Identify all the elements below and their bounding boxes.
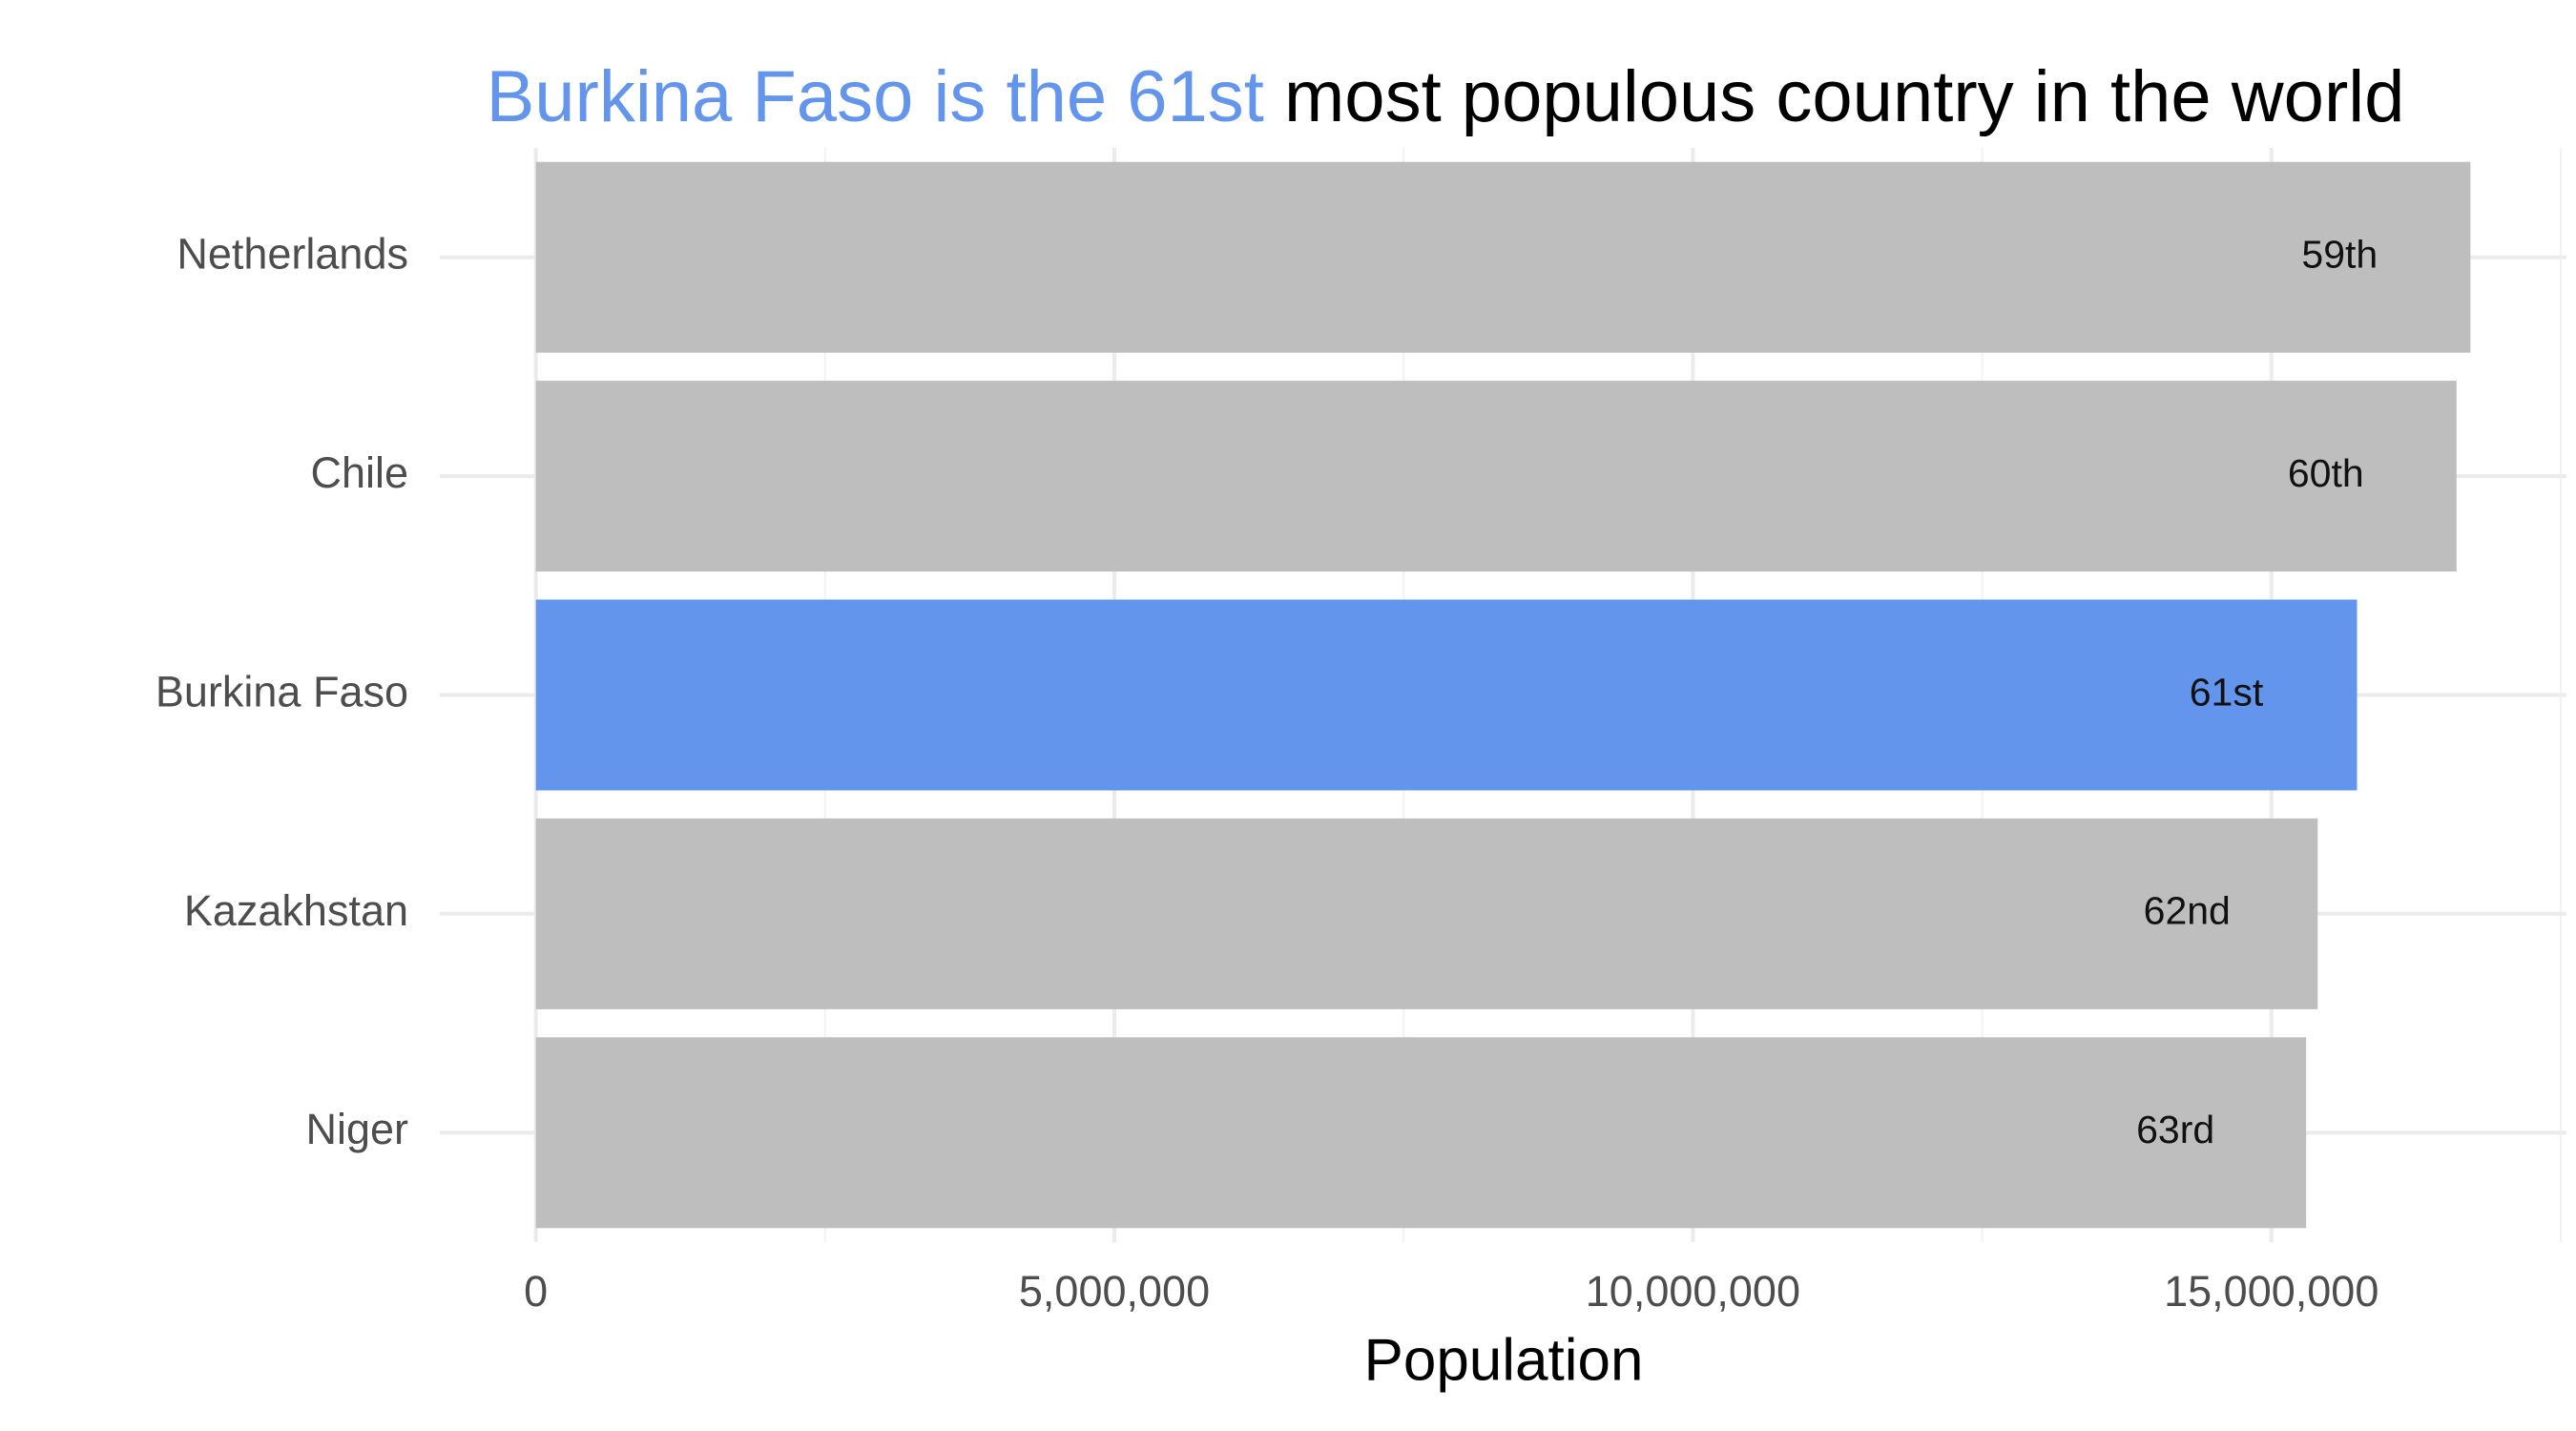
y-tick-label: Niger: [305, 1105, 408, 1153]
bar: [535, 381, 2457, 572]
x-tick-label: 15,000,000: [2164, 1267, 2379, 1316]
y-tick-label: Netherlands: [177, 230, 408, 279]
rank-label: 60th: [2288, 451, 2364, 495]
title-rest: most populous country in the world: [1284, 56, 2404, 137]
x-tick-label: 5,000,000: [1019, 1267, 1210, 1316]
x-tick-label: 10,000,000: [1586, 1267, 1800, 1316]
x-axis-title: Population: [1363, 1327, 1643, 1393]
rank-label: 63rd: [2136, 1108, 2214, 1151]
x-tick-label: 0: [524, 1267, 548, 1316]
title-highlight: Burkina Faso is the 61st: [487, 56, 1264, 137]
rank-label: 61st: [2190, 670, 2264, 714]
y-tick-label: Kazakhstan: [184, 886, 408, 935]
bar: [535, 161, 2471, 353]
y-tick-label: Burkina Faso: [156, 667, 408, 716]
bar: [535, 818, 2318, 1009]
rank-label: 59th: [2301, 233, 2378, 277]
y-tick-label: Chile: [310, 448, 408, 497]
bar: [535, 599, 2358, 791]
bar: [535, 1037, 2307, 1229]
chart-title: Burkina Faso is the 61st most populous c…: [487, 56, 2405, 137]
rank-label: 62nd: [2144, 889, 2231, 933]
